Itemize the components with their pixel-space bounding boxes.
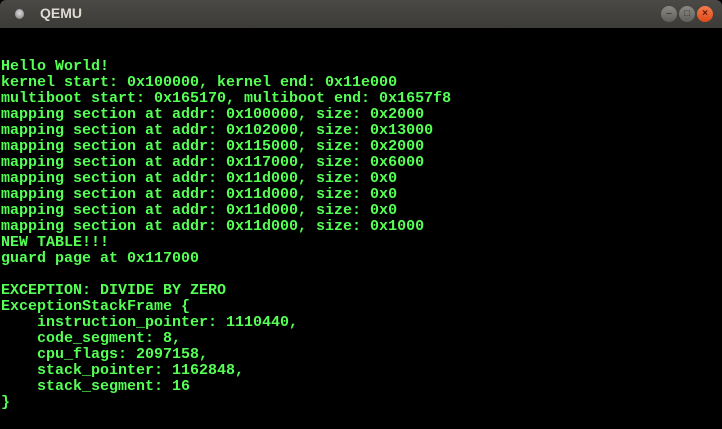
console-line: stack_pointer: 1162848, <box>1 362 245 379</box>
window-title: QEMU <box>40 5 82 21</box>
console-line: guard page at 0x117000 <box>1 250 200 267</box>
close-button[interactable]: × <box>697 6 713 22</box>
qemu-app-icon <box>15 9 24 19</box>
console-line: mapping section at addr: 0x11d000, size:… <box>1 170 398 187</box>
vm-display[interactable]: Hello World! kernel start: 0x100000, kern… <box>0 28 722 429</box>
minimize-button[interactable]: – <box>661 6 677 22</box>
title-bar[interactable]: QEMU – □ × <box>0 0 722 28</box>
console-line: mapping section at addr: 0x11d000, size:… <box>1 186 398 203</box>
console-line: cpu_flags: 2097158, <box>1 346 209 363</box>
console-line: code_segment: 8, <box>1 330 182 347</box>
console-line: kernel start: 0x100000, kernel end: 0x11… <box>1 74 398 91</box>
console-line: Hello World! <box>1 58 110 75</box>
console-line: mapping section at addr: 0x102000, size:… <box>1 122 434 139</box>
console-line: NEW TABLE!!! <box>1 234 110 251</box>
console-line: ExceptionStackFrame { <box>1 298 191 315</box>
console-line: multiboot start: 0x165170, multiboot end… <box>1 90 452 107</box>
console-line: } <box>1 394 11 411</box>
console-line: stack_segment: 16 <box>1 378 191 395</box>
console-line: mapping section at addr: 0x117000, size:… <box>1 154 425 171</box>
console-line: EXCEPTION: DIVIDE BY ZERO <box>1 282 227 299</box>
console-line: mapping section at addr: 0x11d000, size:… <box>1 218 425 235</box>
console-line: mapping section at addr: 0x115000, size:… <box>1 138 425 155</box>
maximize-button[interactable]: □ <box>679 6 695 22</box>
console-line: mapping section at addr: 0x100000, size:… <box>1 106 425 123</box>
console-output: Hello World! kernel start: 0x100000, kern… <box>1 59 451 411</box>
console-line: mapping section at addr: 0x11d000, size:… <box>1 202 398 219</box>
console-line <box>1 267 451 283</box>
console-line: instruction_pointer: 1110440, <box>1 314 299 331</box>
